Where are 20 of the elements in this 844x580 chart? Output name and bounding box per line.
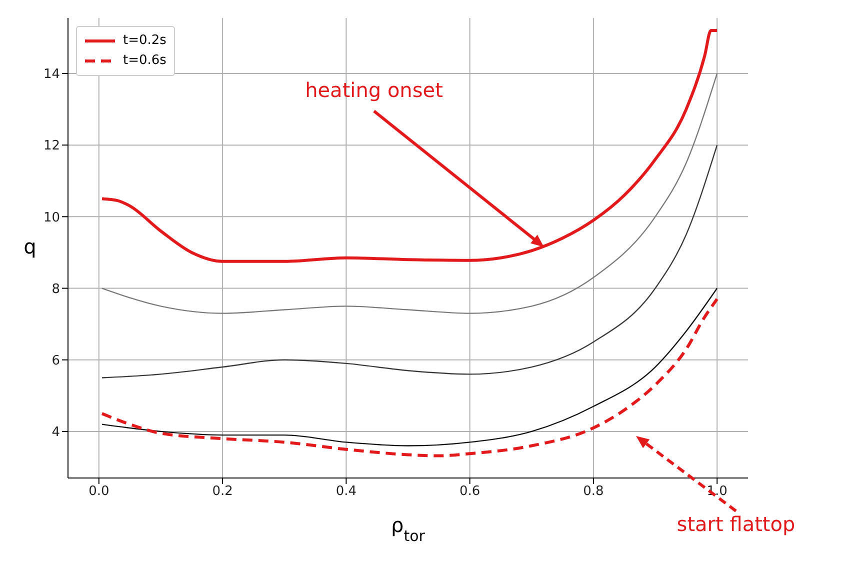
y-tick-label: 6 [52, 353, 60, 368]
x-tick-label: 0.0 [88, 484, 110, 500]
y-tick-label: 4 [52, 425, 60, 440]
y-tick-label: 14 [43, 67, 60, 82]
y-tick-label: 10 [43, 210, 60, 226]
x-tick-label: 0.8 [583, 484, 604, 500]
x-axis-title: ρ$_{tor}$ [391, 513, 426, 545]
line-series [100, 29, 719, 263]
y-tick-label: 8 [52, 282, 60, 297]
y-axis-title: q [24, 234, 36, 258]
x-tick-label: 0.6 [459, 484, 480, 500]
legend-label: t=0.2s [123, 32, 166, 50]
x-tick-label: 0.2 [212, 484, 233, 500]
text: start flattop [676, 512, 796, 536]
y-tick-label: 12 [43, 138, 60, 154]
annotation: heating onset [305, 78, 444, 102]
x-tick-label: 0.4 [336, 484, 357, 500]
legend-label: t=0.6s [123, 52, 166, 70]
line-series [101, 72, 718, 314]
line-series [101, 144, 718, 378]
